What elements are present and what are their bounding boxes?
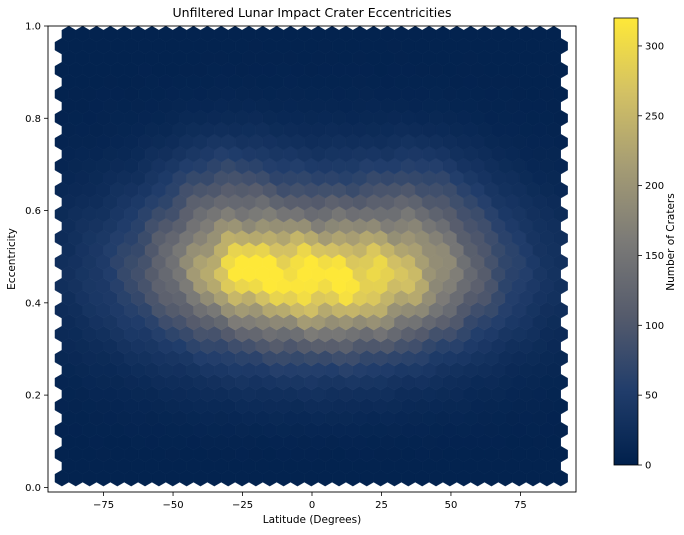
hexbin-cells (54, 26, 568, 487)
x-tick-label: 50 (445, 500, 458, 511)
x-tick-label: −50 (162, 500, 183, 511)
x-axis: −75 −50 −25 0 25 50 75 (93, 492, 527, 511)
y-tick-label: 1.0 (25, 22, 41, 33)
y-tick-label: 0.8 (25, 114, 41, 125)
colorbar-tick-label: 50 (645, 391, 658, 402)
chart-title: Unfiltered Lunar Impact Crater Eccentric… (173, 5, 452, 20)
y-tick-label: 0.2 (25, 391, 41, 402)
colorbar-tick-label: 300 (645, 41, 664, 52)
colorbar-tick-label: 0 (645, 461, 651, 472)
x-axis-label: Latitude (Degrees) (263, 514, 361, 526)
colorbar-tick-label: 200 (645, 181, 664, 192)
colorbar-ticks: 0 50 100 150 200 250 300 (638, 41, 664, 472)
y-tick-label: 0.6 (25, 206, 41, 217)
colorbar-label: Number of Craters (665, 193, 677, 290)
x-tick-label: 0 (309, 500, 315, 511)
hexbin-cell (546, 26, 561, 43)
y-tick-label: 0.0 (25, 483, 41, 494)
colorbar: 0 50 100 150 200 250 300 Number of Craters (613, 17, 677, 472)
x-tick-label: 25 (375, 500, 388, 511)
y-axis-label: Eccentricity (6, 228, 18, 290)
x-tick-label: 75 (514, 500, 527, 511)
y-tick-label: 0.4 (25, 298, 41, 309)
y-axis: 0.0 0.2 0.4 0.6 0.8 1.0 (25, 22, 48, 494)
colorbar-tick-label: 150 (645, 251, 664, 262)
colorbar-tick-label: 250 (645, 111, 664, 122)
x-tick-label: −75 (93, 500, 114, 511)
colorbar-gradient (613, 17, 639, 466)
x-tick-label: −25 (232, 500, 253, 511)
colorbar-tick-label: 100 (645, 321, 664, 332)
